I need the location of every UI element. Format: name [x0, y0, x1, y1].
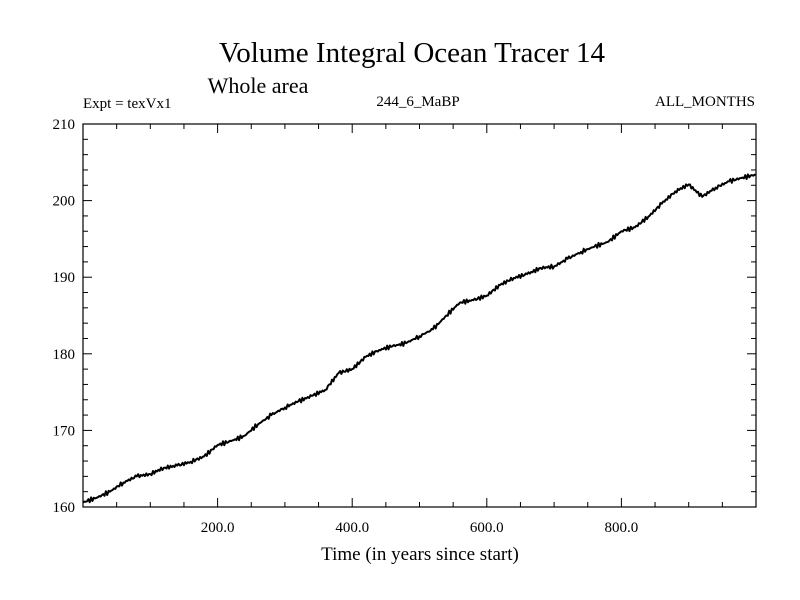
- x-axis-label: Time (in years since start): [321, 544, 519, 565]
- series-layer: [82, 173, 757, 504]
- experiment-label: Expt = texVx1: [83, 96, 171, 112]
- y-tick-label: 190: [53, 270, 76, 286]
- chart-title: Volume Integral Ocean Tracer 14: [219, 37, 606, 69]
- y-tick-label: 200: [53, 194, 76, 210]
- series-line: [82, 173, 757, 504]
- x-tick-label: 800.0: [605, 520, 639, 536]
- chart-subtitle: Whole area: [208, 73, 309, 98]
- plot-frame: [82, 123, 757, 508]
- y-axis-ticks: 160 170 180 190 200 210: [53, 117, 756, 516]
- y-tick-label: 160: [53, 500, 76, 516]
- y-tick-label: 180: [53, 347, 76, 363]
- x-tick-label: 600.0: [470, 520, 504, 536]
- x-tick-label: 200.0: [201, 520, 235, 536]
- x-axis-ticks: 200.0 400.0 600.0 800.0: [116, 124, 723, 536]
- y-tick-label: 170: [53, 423, 76, 439]
- y-tick-label: 210: [53, 117, 76, 133]
- months-label: ALL_MONTHS: [655, 94, 755, 110]
- x-tick-label: 400.0: [335, 520, 369, 536]
- period-label: 244_6_MaBP: [376, 94, 459, 110]
